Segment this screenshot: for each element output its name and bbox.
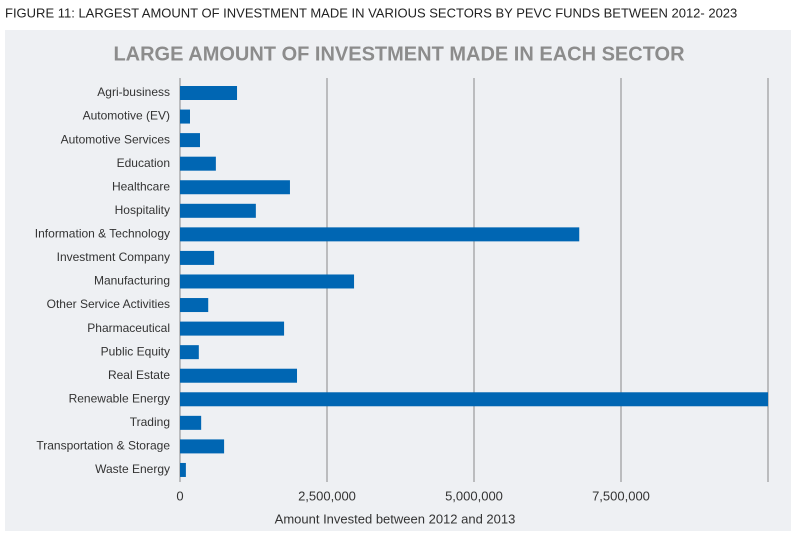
y-tick-label: Information & Technology: [35, 227, 170, 241]
x-tick-label: 5,000,000: [445, 488, 503, 503]
bar: [180, 156, 216, 171]
y-tick-label: Public Equity: [101, 344, 170, 358]
bar: [180, 321, 285, 336]
bar: [180, 392, 768, 407]
chart-title: LARGE AMOUNT OF INVESTMENT MADE IN EACH …: [113, 43, 685, 65]
bar: [180, 227, 580, 242]
bar: [180, 298, 209, 313]
y-tick-label: Pharmaceutical: [87, 321, 170, 335]
bar: [180, 250, 215, 265]
bar: [180, 462, 186, 477]
bar: [180, 345, 199, 360]
y-tick-label: Agri-business: [97, 85, 170, 99]
bar: [180, 203, 256, 218]
y-tick-label: Manufacturing: [94, 274, 170, 288]
x-tick-label: 7,500,000: [592, 488, 650, 503]
bar: [180, 180, 290, 195]
y-tick-label: Automotive (EV): [83, 109, 170, 123]
x-tick-label: 0: [176, 488, 183, 503]
y-tick-label: Waste Energy: [95, 462, 170, 476]
x-axis-label: Amount Invested between 2012 and 2013: [275, 511, 516, 526]
bar: [180, 109, 190, 124]
y-tick-label: Trading: [130, 415, 170, 429]
chart-panel: [5, 30, 791, 531]
y-tick-label: Investment Company: [57, 250, 170, 264]
y-tick-label: Real Estate: [108, 368, 170, 382]
bar: [180, 86, 238, 100]
bar: [180, 368, 298, 383]
y-tick-label: Healthcare: [112, 179, 170, 193]
bar: [180, 415, 202, 430]
y-tick-label: Hospitality: [115, 203, 170, 217]
y-tick-label: Transportation & Storage: [36, 439, 170, 453]
bar: [180, 274, 355, 289]
bar: [180, 439, 225, 454]
y-tick-label: Other Service Activities: [47, 297, 170, 311]
y-tick-label: Automotive Services: [61, 132, 170, 146]
y-tick-label: Education: [117, 156, 170, 170]
figure-caption: FIGURE 11: LARGEST AMOUNT OF INVESTMENT …: [5, 5, 737, 20]
bar: [180, 133, 200, 148]
x-tick-label: 2,500,000: [298, 488, 356, 503]
y-tick-label: Renewable Energy: [69, 391, 170, 405]
